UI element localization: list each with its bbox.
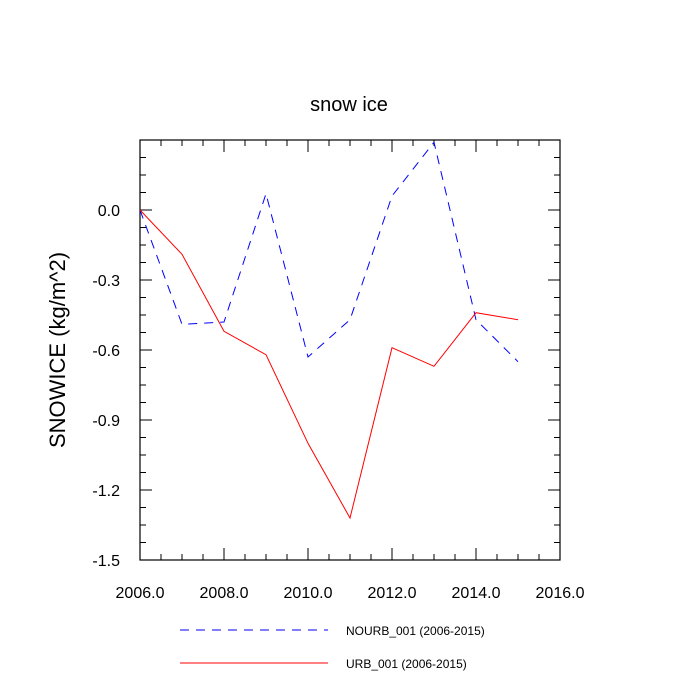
x-tick-label: 2014.0: [452, 585, 501, 602]
series-lines: [139, 141, 519, 520]
plot-frame: [139, 139, 561, 561]
plot-area: [139, 139, 561, 561]
y-tick-label: -1.2: [92, 483, 120, 500]
x-tick-label: 2006.0: [116, 585, 165, 602]
series-line-nourb: [139, 141, 519, 363]
x-tick-label: 2008.0: [200, 585, 249, 602]
y-tick-label: -0.6: [92, 343, 120, 360]
y-tick-label: 0.0: [98, 203, 120, 220]
y-axis-label: SNOWICE (kg/m^2): [45, 252, 70, 448]
x-tick-label: 2016.0: [536, 585, 585, 602]
legend-label-nourb: NOURB_001 (2006-2015): [346, 624, 485, 638]
series-line-urb: [139, 209, 519, 520]
y-tick-label: -1.5: [92, 553, 120, 570]
legend: NOURB_001 (2006-2015) URB_001 (2006-2015): [180, 624, 485, 671]
tick-labels: 2006.0 2008.0 2010.0 2012.0 2014.0 2016.0 -1.5…: [92, 203, 584, 602]
y-tick-label: -0.9: [92, 413, 120, 430]
x-tick-label: 2012.0: [368, 585, 417, 602]
chart-title: snow ice: [310, 94, 388, 116]
legend-label-urb: URB_001 (2006-2015): [346, 657, 467, 671]
axis-ticks: [139, 140, 561, 561]
x-tick-label: 2010.0: [284, 585, 333, 602]
y-tick-label: -0.3: [92, 273, 120, 290]
